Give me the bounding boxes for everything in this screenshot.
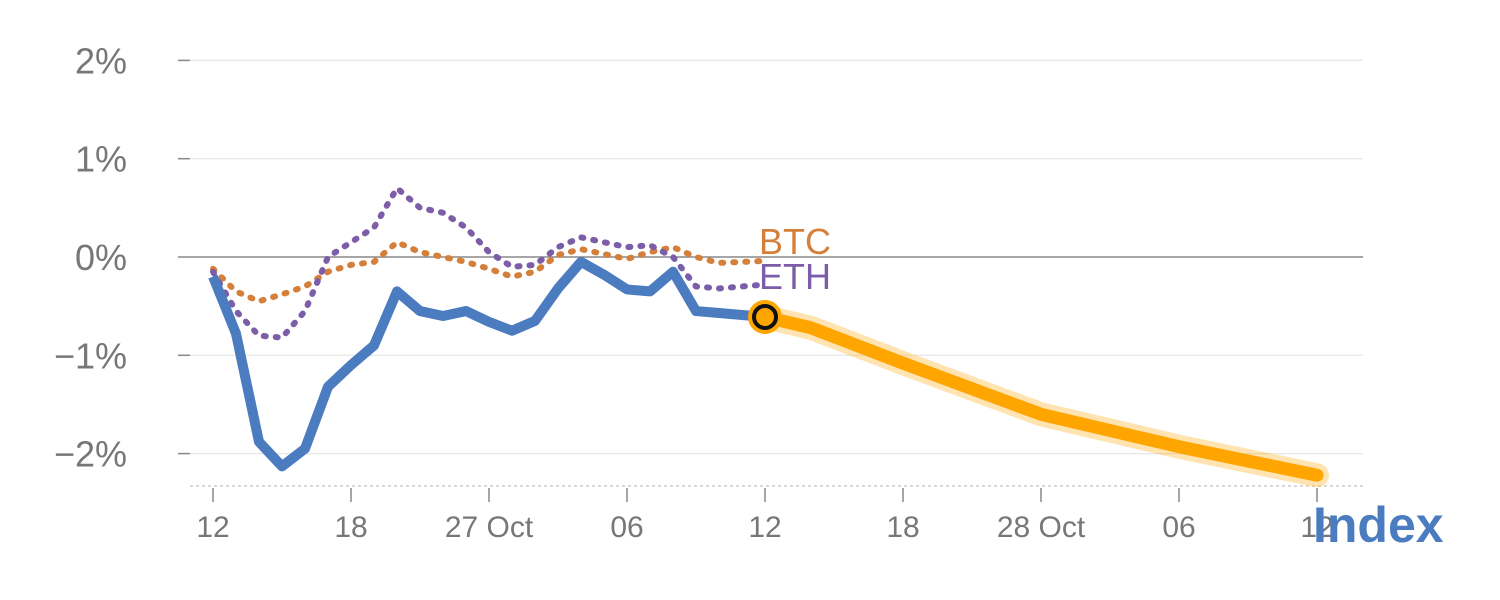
series-line-forecast	[758, 310, 1324, 482]
current-point-marker	[752, 303, 778, 330]
x-tick-label: 06	[1162, 511, 1195, 544]
x-tick-label: 18	[886, 511, 919, 544]
y-tick-label: 1%	[75, 139, 127, 180]
y-axis: 2% 1% 0% −1% −2%	[54, 40, 190, 475]
series-group	[208, 185, 1329, 488]
y-tick-label: −1%	[54, 335, 127, 376]
index-label-text: Index	[1313, 497, 1444, 553]
y-tick-label: 0%	[75, 237, 127, 278]
y-tick-label: 2%	[75, 40, 127, 81]
x-tick-label: 12	[1300, 511, 1333, 544]
gridlines	[190, 59, 1363, 455]
x-tick-label: 27 Oct	[445, 511, 534, 544]
series-line-index	[208, 256, 766, 472]
x-tick-label: 12	[748, 511, 781, 544]
x-tick-label: 28 Oct	[997, 511, 1086, 544]
x-tick-label: 12	[196, 511, 229, 544]
x-axis: 12 18 27 Oct 06 12 18 28 Oct 06 12	[190, 485, 1366, 544]
series-label-btc: BTC	[759, 221, 831, 262]
series-line-btc	[210, 239, 768, 305]
x-tick-label: 18	[334, 511, 367, 544]
y-tick-label: −2%	[54, 434, 127, 475]
series-label-eth: ETH	[759, 256, 831, 297]
x-tick-label: 06	[610, 511, 643, 544]
series-line-eth	[210, 185, 768, 341]
